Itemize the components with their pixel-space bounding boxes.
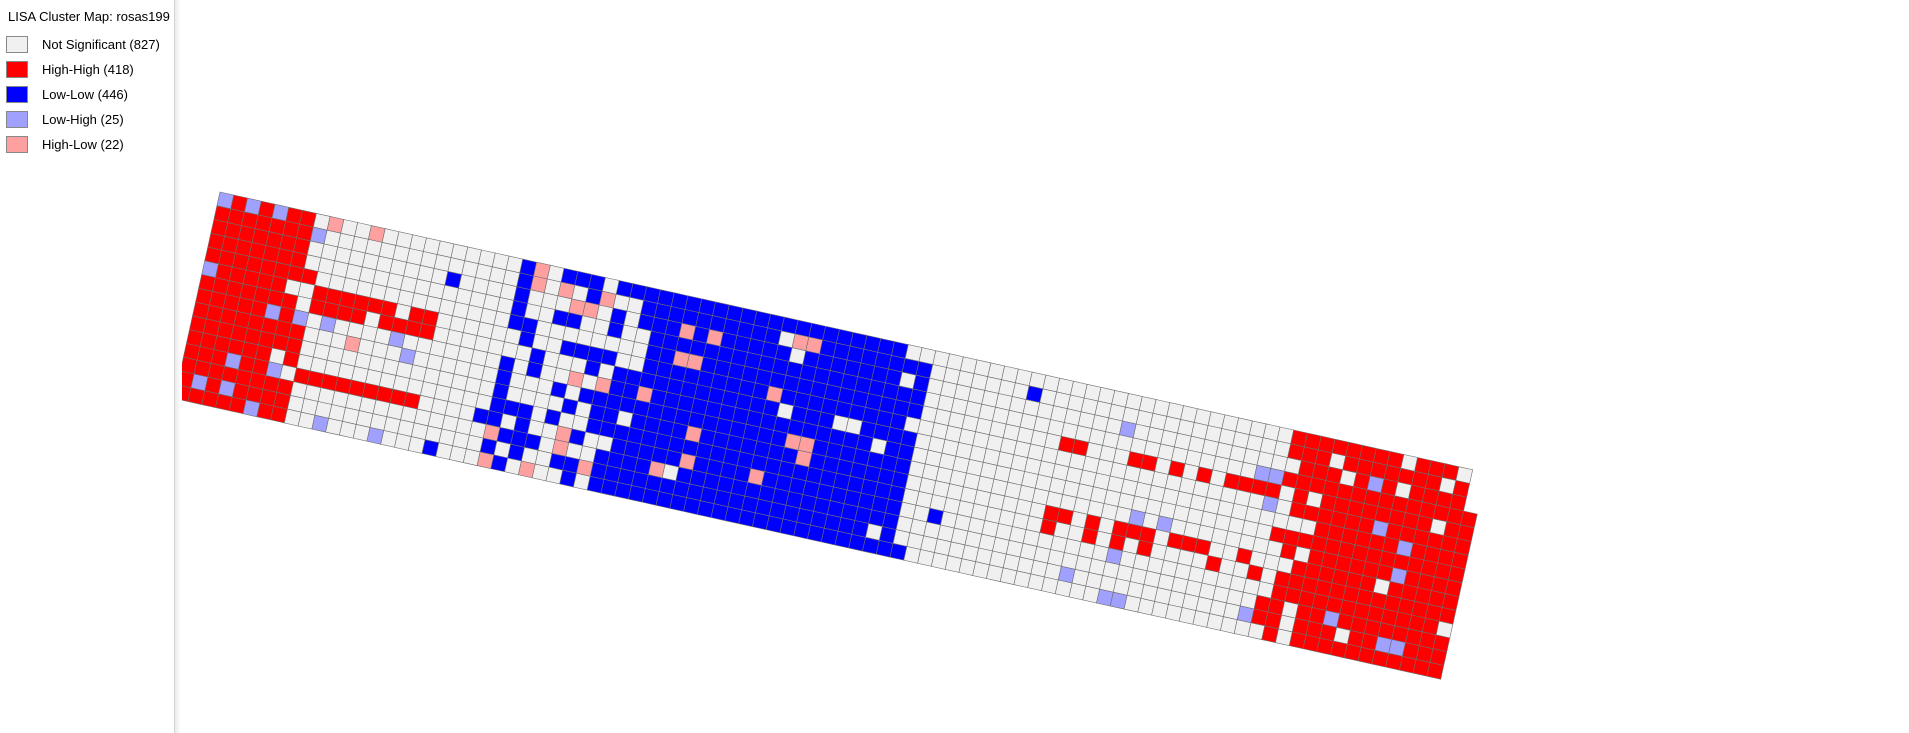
legend-label-high-high: High-High (418) [42, 62, 134, 77]
swatch-high-low [6, 136, 28, 153]
swatch-not-significant [6, 36, 28, 53]
map-grid [182, 191, 1478, 680]
legend-item-high-high[interactable]: High-High (418) [6, 57, 160, 82]
map-cell-high-high[interactable] [1426, 662, 1445, 680]
swatch-low-high [6, 111, 28, 128]
legend-item-high-low[interactable]: High-Low (22) [6, 132, 160, 157]
legend-list: Not Significant (827) High-High (418) Lo… [6, 32, 160, 157]
legend-label-low-high: Low-High (25) [42, 112, 124, 127]
swatch-high-high [6, 61, 28, 78]
legend-item-not-significant[interactable]: Not Significant (827) [6, 32, 160, 57]
cluster-map[interactable] [182, 0, 1909, 733]
legend-label-high-low: High-Low (22) [42, 137, 124, 152]
legend-panel: LISA Cluster Map: rosas199 Not Significa… [0, 0, 180, 733]
legend-label-not-significant: Not Significant (827) [42, 37, 160, 52]
legend-label-low-low: Low-Low (446) [42, 87, 128, 102]
legend-item-low-high[interactable]: Low-High (25) [6, 107, 160, 132]
legend-title: LISA Cluster Map: rosas199 [8, 9, 170, 24]
swatch-low-low [6, 86, 28, 103]
legend-item-low-low[interactable]: Low-Low (446) [6, 82, 160, 107]
